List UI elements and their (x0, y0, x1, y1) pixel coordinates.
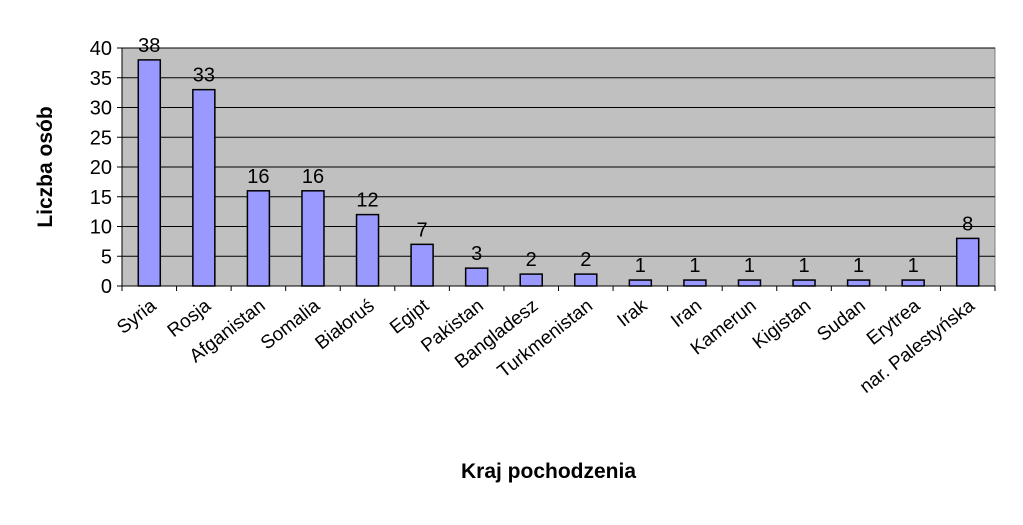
bar (737, 279, 762, 287)
y-tick-label: 35 (90, 68, 112, 90)
data-label: 16 (302, 166, 324, 188)
category-label: Turkmenistan (494, 295, 597, 382)
bar (683, 279, 707, 287)
data-label: 1 (908, 255, 919, 277)
category-label: Sudan (813, 295, 869, 345)
bar (355, 213, 380, 287)
category-label: Syria (113, 295, 160, 338)
data-label: 1 (798, 255, 809, 277)
y-tick-label: 10 (90, 217, 112, 239)
category-label: Białoruś (312, 295, 379, 354)
x-axis-title: Kraj pochodzenia (461, 460, 636, 483)
y-tick-label: 20 (90, 157, 112, 179)
bar (955, 237, 980, 287)
data-label: 2 (580, 249, 591, 271)
bar (410, 243, 434, 287)
data-label: 2 (526, 249, 537, 271)
bar (464, 267, 489, 287)
y-axis-title: Liczba osób (34, 106, 57, 227)
bar (901, 279, 925, 287)
bar (192, 88, 216, 287)
data-label: 1 (635, 255, 646, 277)
y-tick-label: 30 (90, 98, 112, 120)
y-tick-label: 5 (101, 246, 112, 268)
data-label: 8 (962, 213, 973, 235)
bars (137, 59, 980, 287)
data-label: 1 (853, 255, 864, 277)
bar (301, 190, 325, 287)
data-label: 1 (689, 255, 700, 277)
y-tick-label: 15 (90, 187, 112, 209)
bar (628, 279, 653, 287)
data-label: 3 (471, 243, 482, 265)
data-label: 7 (417, 219, 428, 241)
category-label: Iran (667, 295, 706, 332)
bar (792, 279, 816, 287)
y-tick-label: 0 (101, 276, 112, 298)
data-label: 1 (744, 255, 755, 277)
data-label: 33 (193, 65, 215, 87)
category-label: Somalia (257, 295, 324, 354)
y-tick-label: 25 (90, 127, 112, 149)
bar (137, 59, 162, 287)
bar (846, 279, 871, 287)
x-axis-ticks (121, 286, 996, 291)
bar (574, 273, 598, 287)
data-labels: 38 33 16 16 12 7 3 2 2 1 1 1 1 1 1 8 (138, 35, 973, 277)
bar (519, 273, 543, 287)
data-label: 38 (138, 35, 160, 57)
data-label: 12 (356, 190, 378, 212)
category-label: Kigistan (749, 295, 815, 353)
data-label: 16 (247, 166, 269, 188)
y-tick-label: 40 (90, 38, 112, 60)
bar (246, 190, 271, 287)
category-label: Irak (614, 295, 652, 331)
